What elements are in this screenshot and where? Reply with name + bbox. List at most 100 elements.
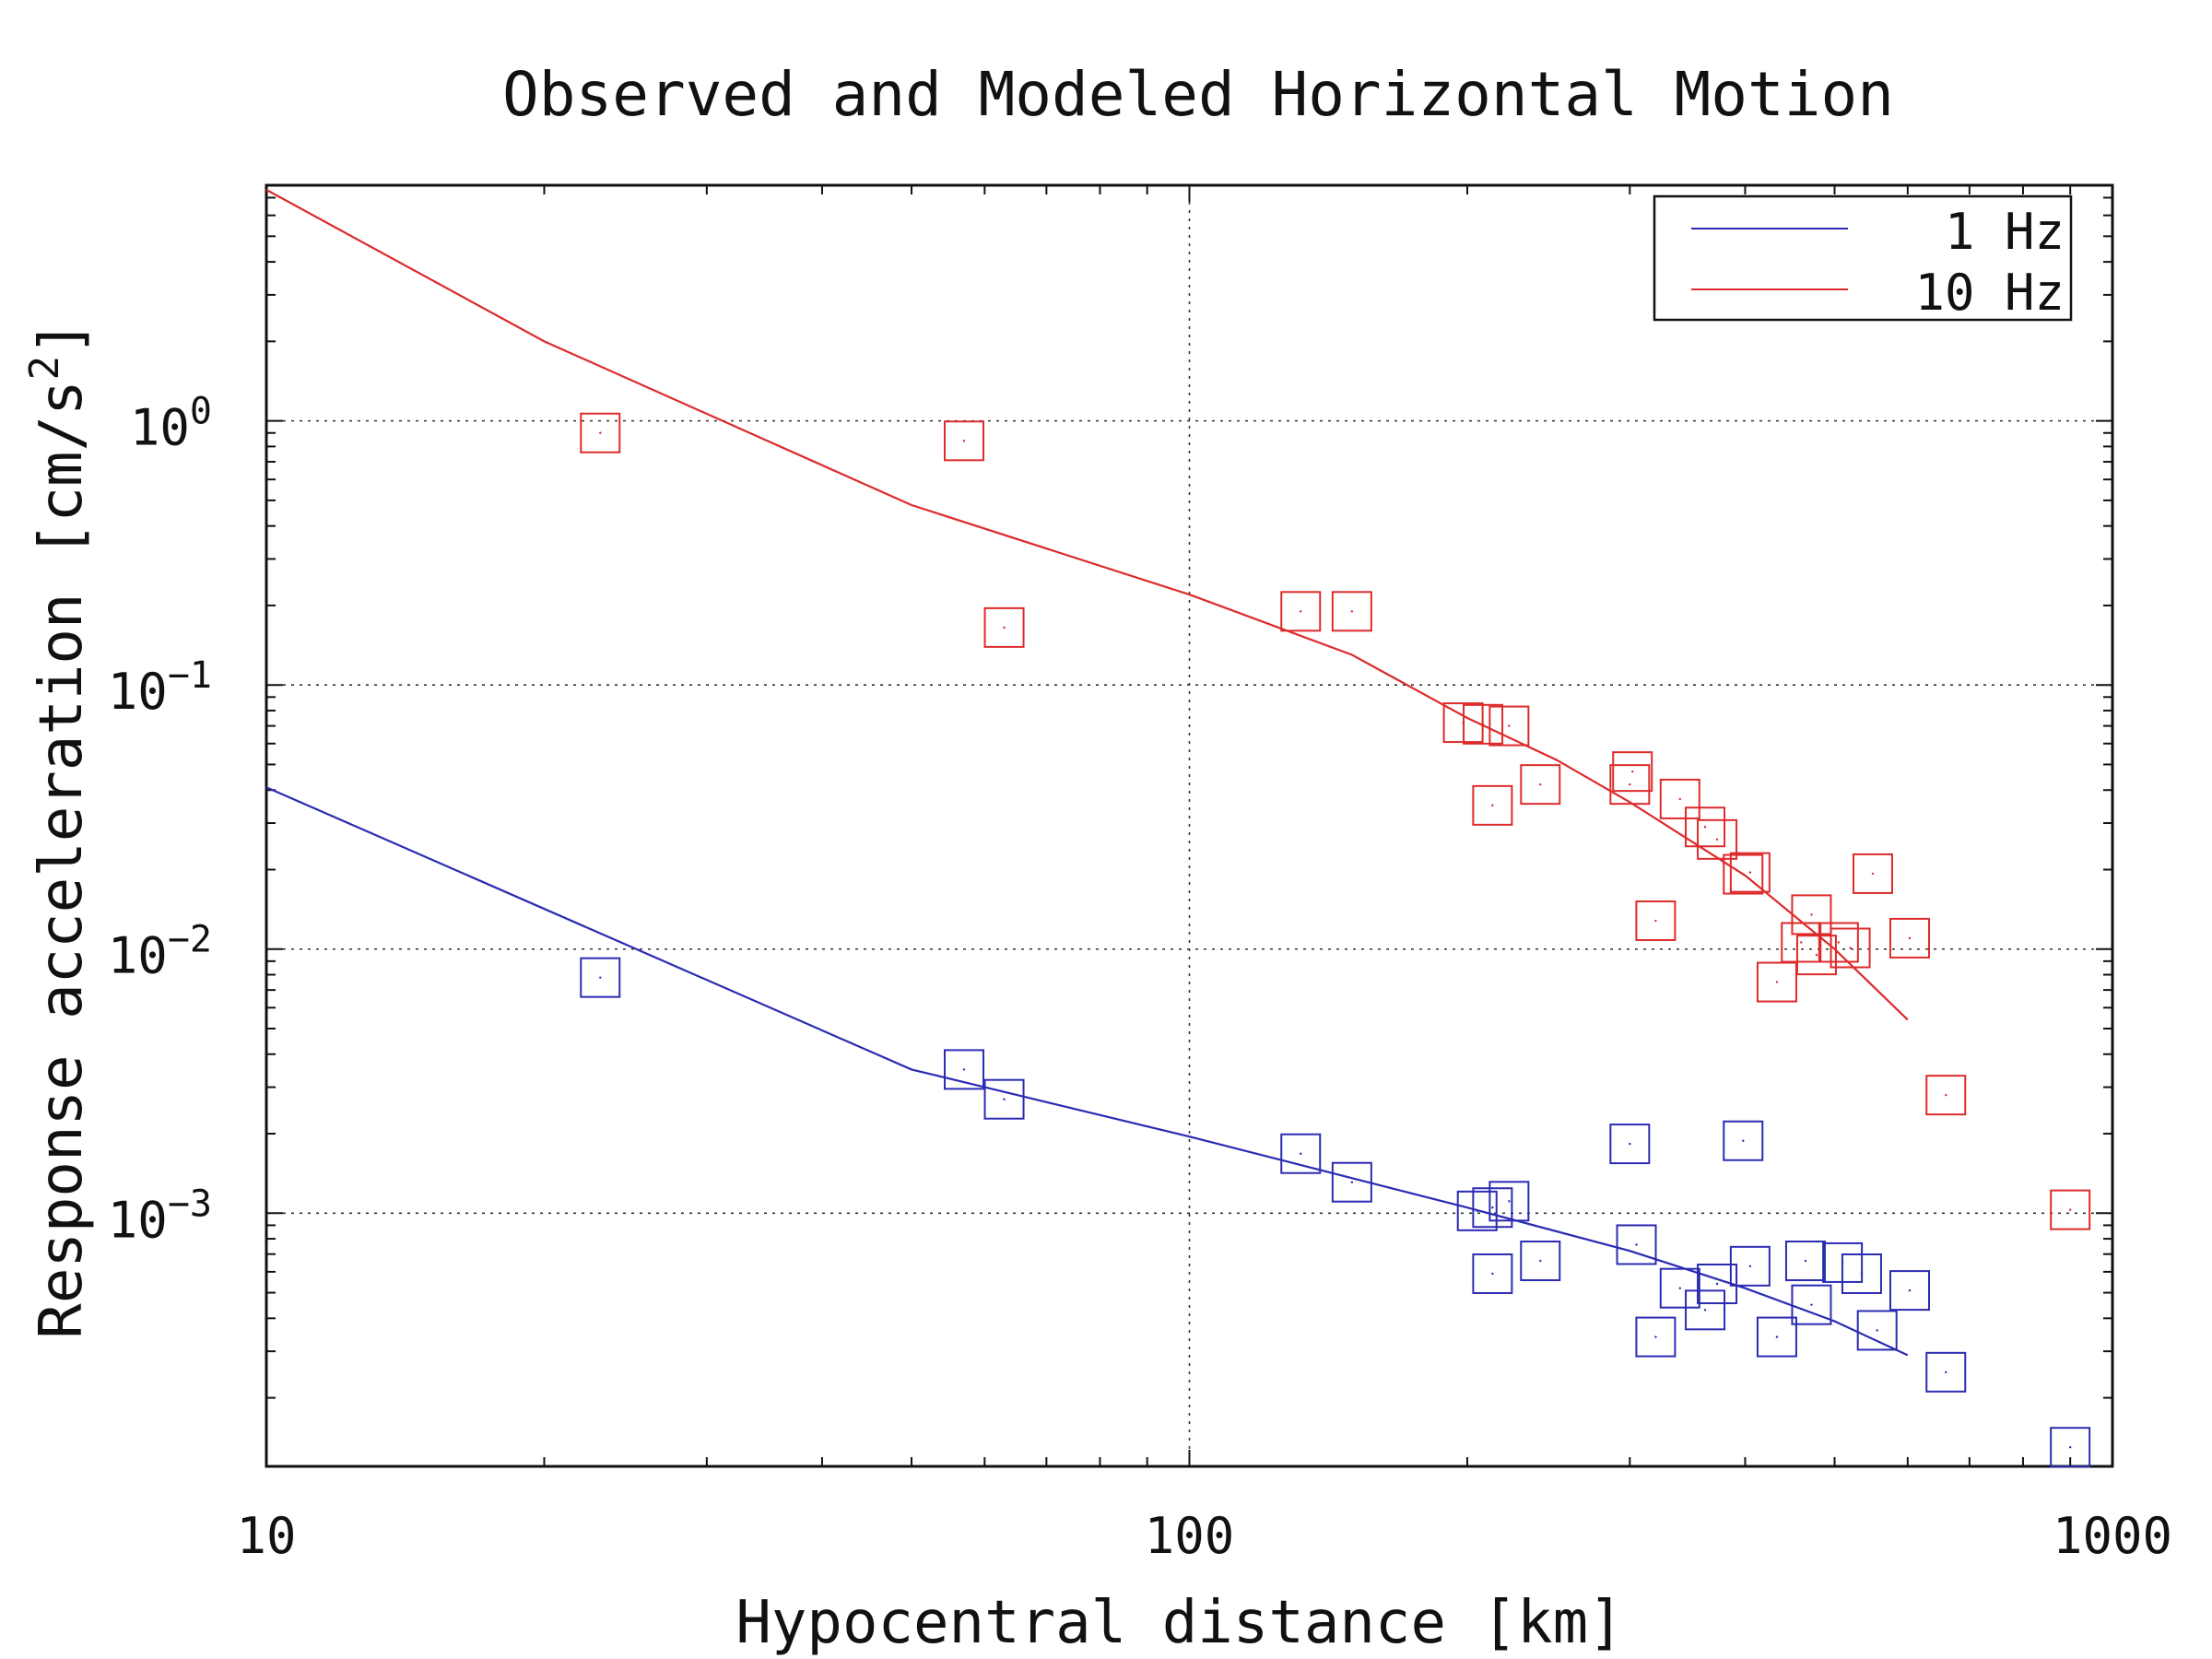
observed-point-center-1 (2068, 1208, 2072, 1211)
observed-point-1 (1723, 853, 1764, 895)
observed-point-0 (1616, 1224, 1657, 1265)
observed-point-0 (1472, 1253, 1513, 1294)
observed-point-0 (1331, 1161, 1372, 1203)
observed-point-center-0 (1775, 1335, 1779, 1338)
observed-point-center-1 (1631, 770, 1634, 773)
observed-point-center-0 (1804, 1259, 1807, 1263)
y-tick-label: 100 (130, 391, 212, 457)
observed-point-1 (1609, 764, 1651, 806)
observed-point-0 (1784, 1241, 1826, 1282)
observed-point-0 (944, 1049, 985, 1090)
observed-point-0 (580, 957, 621, 998)
observed-point-center-1 (1654, 919, 1657, 923)
observed-point-1 (1830, 927, 1871, 969)
observed-point-0 (983, 1078, 1025, 1120)
legend-label-10hz: 10 Hz (1914, 264, 2065, 322)
observed-point-center-0 (1300, 1152, 1302, 1155)
observed-point-0 (1756, 1316, 1797, 1358)
observed-point-center-0 (1748, 1265, 1752, 1268)
legend-box (1653, 194, 2073, 322)
observed-point-1 (1488, 705, 1530, 747)
observed-point-1 (1795, 935, 1837, 976)
observed-point-1 (1685, 806, 1726, 848)
model-line-1 (265, 188, 1909, 1021)
observed-point-center-1 (1508, 724, 1511, 727)
x-tick-label: 1000 (2053, 1507, 2172, 1565)
observed-point-0 (1856, 1310, 1898, 1351)
y-axis-label-tail: ] (28, 320, 96, 356)
observed-point-center-1 (1350, 610, 1354, 613)
observed-point-center-1 (1810, 913, 1813, 916)
observed-point-1 (1463, 703, 1504, 745)
observed-point-center-1 (1908, 936, 1912, 940)
observed-point-0 (1609, 1124, 1651, 1165)
observed-point-1 (1781, 922, 1822, 963)
observed-point-center-0 (1945, 1371, 1947, 1374)
observed-point-1 (944, 420, 985, 462)
observed-point-0 (1685, 1289, 1726, 1331)
model-line-0 (265, 786, 1909, 1357)
observed-point-1 (2050, 1189, 2091, 1230)
plot-frame (265, 183, 2114, 1468)
observed-point-center-1 (1003, 626, 1006, 629)
observed-point-center-0 (1350, 1181, 1354, 1183)
observed-point-center-0 (1860, 1272, 1864, 1276)
minor-ticks (265, 185, 2112, 1466)
observed-point-center-1 (962, 440, 966, 442)
observed-point-0 (1635, 1316, 1677, 1358)
observed-point-center-0 (1508, 1200, 1511, 1203)
observed-point-0 (1723, 1120, 1764, 1161)
observed-point-1 (983, 606, 1025, 648)
observed-point-center-1 (1742, 873, 1745, 876)
observed-point-center-1 (1837, 941, 1841, 944)
x-tick-label: 100 (1145, 1507, 1235, 1565)
observed-point-center-0 (1742, 1139, 1745, 1142)
observed-point-center-1 (1815, 953, 1818, 957)
observed-point-1 (1659, 778, 1700, 819)
observed-point-0 (1520, 1241, 1561, 1282)
observed-point-0 (1488, 1181, 1530, 1222)
observed-point-center-1 (1715, 838, 1719, 841)
x-tick-labels: 10 100 1000 (236, 1507, 2172, 1565)
observed-point-1 (1612, 751, 1653, 793)
observed-point-center-1 (1800, 941, 1803, 944)
observed-point-center-1 (1539, 782, 1542, 786)
observed-point-1 (1818, 922, 1859, 963)
observed-point-1 (1852, 853, 1893, 894)
observed-point-1 (1635, 900, 1677, 942)
observed-point-center-0 (1491, 1206, 1494, 1209)
y-axis-label: Response acceleration [cm/s2] (21, 320, 97, 1338)
observed-point-center-1 (1871, 872, 1875, 876)
observed-point-1 (1472, 784, 1513, 826)
observed-point-center-0 (599, 976, 602, 979)
observed-point-center-0 (2068, 1446, 2072, 1449)
observed-point-0 (1729, 1245, 1771, 1287)
observed-point-center-1 (1678, 797, 1681, 801)
observed-point-1 (1756, 961, 1797, 1003)
observed-point-0 (1888, 1270, 1930, 1312)
observed-point-1 (580, 412, 621, 453)
observed-point-1 (1791, 894, 1832, 935)
observed-point-0 (1472, 1187, 1513, 1229)
observed-point-0 (1456, 1190, 1498, 1231)
observed-point-center-1 (1849, 947, 1852, 949)
y-axis-label-sup: 2 (21, 356, 68, 381)
observed-point-center-0 (1678, 1287, 1681, 1289)
y-tick-label: 10−2 (108, 919, 212, 985)
observed-point-center-0 (1476, 1209, 1478, 1213)
observed-point-center-0 (1629, 1142, 1631, 1146)
observed-point-0 (1280, 1133, 1322, 1174)
observed-point-1 (1729, 852, 1771, 893)
grid-lines (266, 185, 2112, 1466)
observed-point-center-1 (1703, 826, 1707, 829)
observed-point-center-1 (1491, 804, 1494, 807)
observed-point-center-0 (1635, 1243, 1638, 1246)
observed-point-center-0 (1491, 1272, 1494, 1276)
observed-point-center-0 (1810, 1303, 1813, 1306)
observed-point-center-1 (599, 431, 602, 434)
observed-point-0 (1925, 1351, 1967, 1393)
observed-point-center-0 (1715, 1282, 1719, 1286)
observed-point-center-0 (962, 1068, 966, 1071)
observed-point-center-0 (1539, 1259, 1542, 1263)
